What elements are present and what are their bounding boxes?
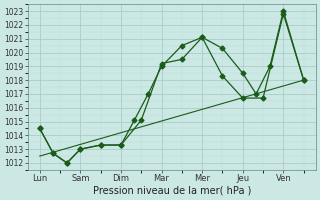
X-axis label: Pression niveau de la mer( hPa ): Pression niveau de la mer( hPa ) — [92, 186, 251, 196]
